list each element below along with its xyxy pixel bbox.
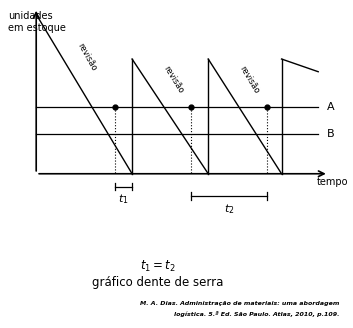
Text: revisão: revisão bbox=[161, 64, 185, 95]
Text: logística. 5.ª Ed. São Paulo. Atlas, 2010, p.109.: logística. 5.ª Ed. São Paulo. Atlas, 201… bbox=[174, 311, 339, 317]
Text: revisão: revisão bbox=[76, 42, 98, 73]
Text: revisão: revisão bbox=[238, 64, 261, 95]
Text: $t_1$: $t_1$ bbox=[118, 192, 129, 206]
Text: gráfico dente de serra: gráfico dente de serra bbox=[92, 276, 224, 289]
Text: tempo: tempo bbox=[316, 177, 348, 187]
Text: unidades
em estoque: unidades em estoque bbox=[8, 11, 66, 33]
Text: M. A. Dias. Administração de materiais: uma abordagem: M. A. Dias. Administração de materiais: … bbox=[140, 301, 339, 306]
Text: $t_1 = t_2$: $t_1 = t_2$ bbox=[140, 259, 176, 274]
Text: B: B bbox=[327, 129, 335, 139]
Text: $t_2$: $t_2$ bbox=[224, 202, 235, 216]
Text: A: A bbox=[327, 102, 335, 112]
